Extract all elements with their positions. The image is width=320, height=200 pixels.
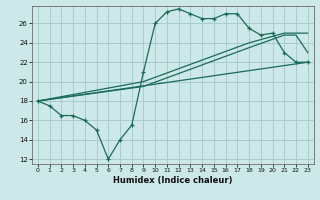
X-axis label: Humidex (Indice chaleur): Humidex (Indice chaleur) bbox=[113, 176, 233, 185]
